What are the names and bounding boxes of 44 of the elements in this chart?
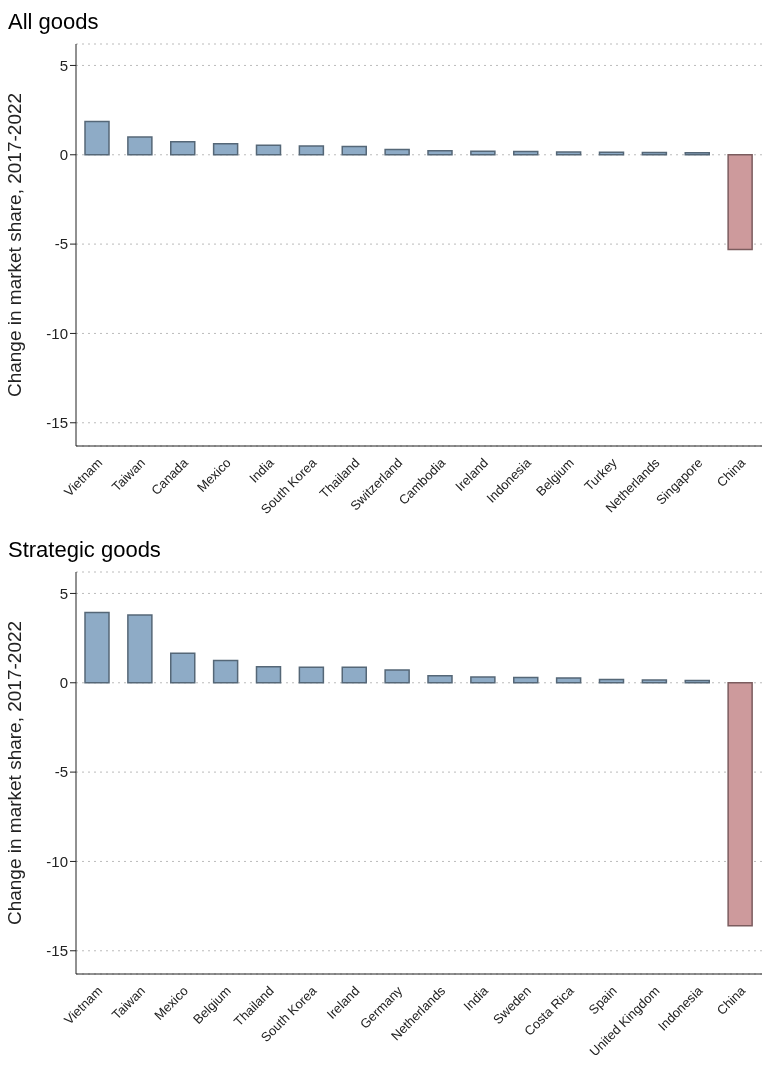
bar <box>212 142 239 156</box>
bar <box>298 145 325 156</box>
y-tick-label: -15 <box>46 942 68 960</box>
bar <box>641 151 668 156</box>
bar <box>127 136 153 156</box>
bar <box>384 669 410 684</box>
bar <box>684 151 710 156</box>
y-tick-label: -5 <box>54 235 68 253</box>
bar <box>170 652 196 684</box>
y-tick-label: 0 <box>59 674 68 692</box>
bar <box>641 679 668 684</box>
y-tick-label: -5 <box>54 763 68 781</box>
bar <box>84 611 110 684</box>
bar <box>341 666 367 684</box>
bar <box>384 148 410 156</box>
bar <box>470 676 496 684</box>
bar <box>255 665 282 684</box>
bar <box>341 145 367 156</box>
bar <box>298 666 325 684</box>
bar <box>555 677 582 684</box>
bar <box>513 676 539 684</box>
bar <box>470 150 496 156</box>
y-tick-label: 5 <box>59 584 68 602</box>
bar <box>598 678 625 684</box>
y-tick-label: -10 <box>46 852 68 870</box>
y-tick-label: -10 <box>46 324 68 342</box>
chart-title: All goods <box>8 8 100 36</box>
bar <box>427 674 453 684</box>
bar <box>427 150 453 156</box>
bar <box>255 144 282 156</box>
bar <box>170 140 196 156</box>
bar <box>513 150 539 156</box>
bar <box>212 659 239 684</box>
bar <box>598 151 625 156</box>
y-tick-label: 0 <box>59 146 68 164</box>
bar <box>727 682 753 927</box>
bar <box>84 120 110 156</box>
bar <box>684 679 710 684</box>
y-tick-label: 5 <box>59 56 68 74</box>
bar <box>127 614 153 684</box>
y-tick-label: -15 <box>46 414 68 432</box>
bar <box>555 151 582 156</box>
chart-title: Strategic goods <box>8 536 162 564</box>
bar <box>727 154 753 251</box>
